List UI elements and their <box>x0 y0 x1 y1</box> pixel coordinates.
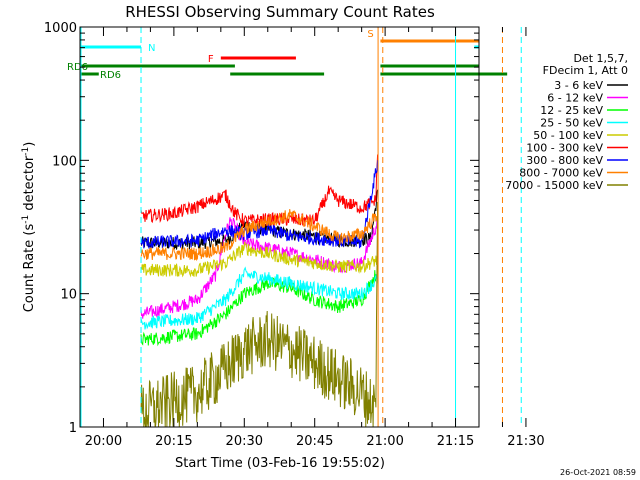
legend-entry-label: 6 - 12 keV <box>547 92 603 105</box>
timestamp: 26-Oct-2021 08:59 <box>560 468 636 477</box>
plot-frame <box>79 26 480 428</box>
y-tick-label: 100 <box>52 154 77 169</box>
legend-entry-label: 100 - 300 keV <box>526 142 603 155</box>
legend-header-line: Det 1,5,7, <box>573 52 628 65</box>
legend-entry-label: 50 - 100 keV <box>533 129 603 142</box>
x-tick-label: 21:30 <box>507 434 544 449</box>
vlines-layer <box>80 27 522 427</box>
series-line-7 <box>140 209 378 262</box>
x-tick-label: 21:00 <box>366 434 403 449</box>
y-axis-label: Count Rate (s-1 detector-1) <box>21 142 37 313</box>
legend-entry-label: 25 - 50 keV <box>540 117 603 130</box>
x-tick-label: 20:00 <box>85 434 122 449</box>
x-tick-label: 20:30 <box>226 434 263 449</box>
series-line-8 <box>140 201 379 428</box>
flag-label-s: S <box>367 29 373 40</box>
flags-layer: N F S RD6 RD6 <box>67 29 508 81</box>
legend-entry-label: 3 - 6 keV <box>554 79 603 92</box>
data-layer <box>140 154 379 428</box>
x-tick-label: 20:45 <box>296 434 333 449</box>
legend-entry-label: 300 - 800 keV <box>526 154 603 167</box>
series-line-5 <box>140 154 379 228</box>
x-tick-label: 21:15 <box>437 434 474 449</box>
axes-layer: 1 10 100 1000 20:00 20:15 20:30 20:45 21:00 21:15… <box>44 21 545 449</box>
flag-label-rd6: RD6 <box>100 70 121 81</box>
y-tick-label: 1000 <box>44 21 77 36</box>
legend-entry-label: 800 - 7000 keV <box>519 167 603 180</box>
series-line-3 <box>140 266 379 330</box>
y-tick-label: 1 <box>69 421 77 436</box>
x-axis-label: Start Time (03-Feb-16 19:55:02) <box>175 456 385 471</box>
series-line-4 <box>140 241 379 278</box>
chart-title: RHESSI Observing Summary Count Rates <box>125 3 435 21</box>
y-tick-label: 10 <box>60 288 77 303</box>
x-tick-label: 20:15 <box>155 434 192 449</box>
legend-entry-label: 12 - 25 keV <box>540 104 603 117</box>
flag-label-f: F <box>208 54 214 65</box>
flag-label-n: N <box>148 43 155 54</box>
legend-entry-label: 7000 - 15000 keV <box>505 179 603 192</box>
legend-header-line: FDecim 1, Att 0 <box>543 64 628 77</box>
flag-label-rd6: RD6 <box>67 62 88 73</box>
series-line-2 <box>140 265 379 347</box>
